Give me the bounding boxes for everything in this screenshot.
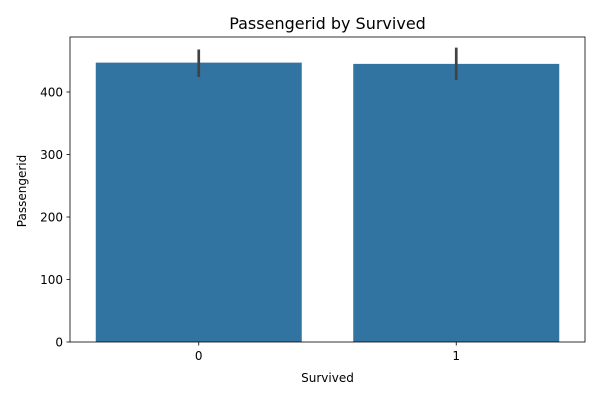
y-tick-label-100: 100 xyxy=(40,273,63,287)
y-tick-label-200: 200 xyxy=(40,211,63,225)
x-tick-label-0: 0 xyxy=(195,349,203,363)
x-axis-label: Survived xyxy=(301,371,354,385)
plot-area: 0 100 200 300 400 0 1 xyxy=(40,36,586,363)
x-tick-label-1: 1 xyxy=(452,349,460,363)
bar-0 xyxy=(95,62,302,342)
y-axis-label: Passengerid xyxy=(15,155,29,227)
chart-title: Passengerid by Survived xyxy=(229,14,426,33)
y-tick-label-0: 0 xyxy=(55,336,63,350)
y-tick-label-400: 400 xyxy=(40,86,63,100)
plot-frame xyxy=(69,36,586,343)
y-tick-label-300: 300 xyxy=(40,148,63,162)
bar-1 xyxy=(353,63,560,342)
